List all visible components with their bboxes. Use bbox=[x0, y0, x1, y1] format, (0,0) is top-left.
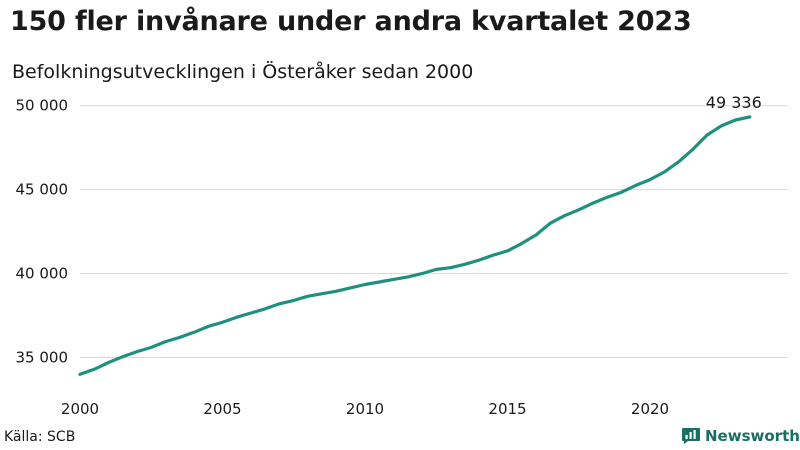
y-tick-label: 35 000 bbox=[16, 349, 69, 367]
chart-subtitle: Befolkningsutvecklingen i Österåker seda… bbox=[12, 61, 474, 83]
x-tick-label: 2015 bbox=[488, 400, 526, 418]
x-tick-label: 2010 bbox=[346, 400, 384, 418]
y-tick-label: 50 000 bbox=[16, 97, 69, 115]
chart-title: 150 fler invånare under andra kvartalet … bbox=[10, 6, 692, 37]
x-axis: 2000 2005 2010 2015 2020 bbox=[61, 400, 669, 418]
x-tick-label: 2000 bbox=[61, 400, 99, 418]
x-tick-label: 2005 bbox=[203, 400, 241, 418]
y-tick-label: 40 000 bbox=[16, 265, 69, 283]
y-tick-label: 45 000 bbox=[16, 181, 69, 199]
y-axis: 35 000 40 000 45 000 50 000 bbox=[16, 97, 69, 367]
series-line bbox=[78, 115, 752, 376]
gridlines bbox=[80, 105, 788, 358]
brand-name: Newsworthy bbox=[705, 427, 800, 445]
source-note: Källa: SCB bbox=[4, 429, 76, 445]
x-tick-label: 2020 bbox=[631, 400, 669, 418]
end-value-label: 49 336 bbox=[706, 93, 762, 112]
bar-chart-icon bbox=[682, 428, 700, 444]
brand-logo: Newsworthy bbox=[681, 427, 800, 445]
